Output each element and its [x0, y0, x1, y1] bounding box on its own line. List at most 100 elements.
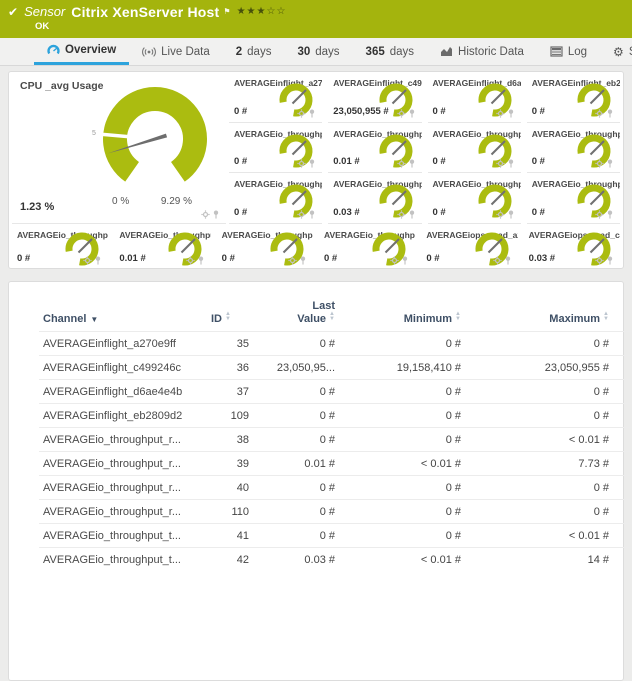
- tile-gear-icon[interactable]: [297, 210, 306, 219]
- cell-channel: AVERAGEio_throughput_t...: [39, 523, 207, 548]
- tab-overview[interactable]: Overview: [34, 38, 130, 65]
- column-header-minimum[interactable]: Minimum ▲ ▼: [403, 311, 461, 325]
- tile-pin-icon[interactable]: [308, 210, 316, 219]
- tile-pin-icon[interactable]: [308, 159, 316, 168]
- gauge-tile[interactable]: AVERAGEio_throughput_read... 0.01 #: [328, 123, 422, 174]
- tile-gear-icon[interactable]: [297, 108, 306, 118]
- channel-settings-button[interactable]: [613, 427, 632, 452]
- gauge-tile-title: AVERAGEio_throughput_total...: [333, 179, 421, 190]
- channel-settings-button[interactable]: [613, 547, 632, 571]
- channel-settings-button[interactable]: [613, 379, 632, 404]
- tile-pin-icon[interactable]: [606, 109, 614, 118]
- priority-stars[interactable]: ★★★☆☆: [236, 6, 287, 17]
- gauge-tile[interactable]: AVERAGEio_throughput_total... 0 #: [229, 173, 323, 224]
- tab-30-days[interactable]: 30 days: [297, 45, 340, 58]
- channel-settings-button[interactable]: [613, 475, 632, 500]
- gauge-tile[interactable]: AVERAGEio_throughput_write... 0 #: [12, 224, 108, 268]
- tile-gear-icon[interactable]: [186, 256, 195, 265]
- tile-pin-icon[interactable]: [507, 210, 515, 219]
- tile-gear-icon[interactable]: [496, 108, 505, 118]
- tile-gear-icon[interactable]: [496, 210, 505, 219]
- gauge-tile[interactable]: AVERAGEio_throughput_write... 0 #: [217, 224, 313, 268]
- tab-historic-data[interactable]: Historic Data: [427, 38, 537, 65]
- gauge-tile[interactable]: AVERAGEio_throughput_write... 0 #: [319, 224, 415, 268]
- channel-settings-button[interactable]: [613, 331, 632, 356]
- gauge-tile[interactable]: AVERAGEinflight_c499246c 23,050,955 #: [328, 72, 422, 123]
- gauge-tile[interactable]: AVERAGEio_throughput_total... 0 #: [427, 173, 521, 224]
- tile-pin-icon[interactable]: [94, 256, 102, 265]
- tile-gear-icon[interactable]: [493, 256, 502, 265]
- tile-gear-icon[interactable]: [595, 108, 604, 118]
- table-row: AVERAGEinflight_c499246c 36 23,050,95...…: [39, 355, 632, 380]
- tile-pin-icon[interactable]: [308, 109, 316, 118]
- tab-365-days[interactable]: 365 days: [365, 45, 415, 58]
- gauge-tile-value: 0.03 #: [333, 206, 360, 218]
- tile-pin-icon[interactable]: [408, 210, 416, 219]
- gauge-tile[interactable]: AVERAGEiops_read_a270e9ff 0 #: [421, 224, 518, 268]
- tile-gear-icon[interactable]: [390, 256, 399, 265]
- tile-gear-icon[interactable]: [595, 159, 604, 168]
- channel-settings-button[interactable]: [613, 355, 632, 380]
- tile-pin-icon[interactable]: [606, 159, 614, 168]
- column-header-last-value[interactable]: Last Value ▲ ▼: [297, 300, 335, 325]
- gauge-tile-title: AVERAGEio_throughput_total...: [531, 179, 620, 190]
- gauges-panel: CPU _avg Usage 5 1.23 % 0 % 9.29 %: [8, 71, 624, 269]
- cell-last-value: 0 #: [253, 427, 339, 452]
- cell-last-value: 0 #: [253, 475, 339, 500]
- gauge-tile[interactable]: AVERAGEinflight_eb2809d2 0 #: [526, 72, 620, 123]
- channel-settings-button[interactable]: [613, 451, 632, 476]
- tile-pin-icon[interactable]: [408, 109, 416, 118]
- gauge-tile-value: 0.01 #: [119, 253, 146, 264]
- tile-gear-icon[interactable]: [595, 256, 604, 265]
- tile-gear-icon[interactable]: [288, 256, 297, 265]
- cell-channel: AVERAGEinflight_d6ae4e4b: [39, 379, 207, 404]
- tile-pin-icon[interactable]: [212, 210, 220, 219]
- gauge-tile[interactable]: AVERAGEio_throughput_total... 0.03 #: [328, 173, 422, 224]
- column-header-id[interactable]: ID ▲ ▼: [211, 311, 231, 325]
- gauge-tile-value: 0.03 #: [528, 253, 556, 264]
- column-header-maximum[interactable]: Maximum ▲ ▼: [549, 311, 609, 325]
- cpu-avg-usage-gauge[interactable]: CPU _avg Usage 5 1.23 % 0 % 9.29 %: [12, 72, 226, 224]
- cell-minimum: 0 #: [339, 379, 465, 404]
- tile-pin-icon[interactable]: [606, 210, 614, 219]
- gauge-tile[interactable]: AVERAGEio_throughput_read... 0 #: [427, 123, 521, 174]
- tile-pin-icon[interactable]: [197, 256, 205, 265]
- tab-log[interactable]: Log: [537, 38, 600, 65]
- tile-pin-icon[interactable]: [299, 256, 307, 265]
- gauge-tile-value: 0 #: [426, 253, 440, 264]
- tile-gear-icon[interactable]: [396, 108, 406, 118]
- column-header-channel[interactable]: Channel ▼: [43, 313, 99, 325]
- tile-gear-icon[interactable]: [396, 210, 406, 219]
- tab-settings[interactable]: ⚙ Settings: [600, 38, 632, 65]
- tile-gear-icon[interactable]: [201, 210, 210, 219]
- tile-pin-icon[interactable]: [408, 159, 416, 168]
- tab-live-data[interactable]: Live Data: [129, 38, 223, 65]
- flag-icon[interactable]: ⚑: [223, 7, 231, 16]
- tile-pin-icon[interactable]: [401, 256, 409, 265]
- mini-gauge-dial: [475, 232, 509, 266]
- tile-gear-icon[interactable]: [83, 256, 92, 265]
- channel-settings-button[interactable]: [613, 523, 632, 548]
- channel-settings-button[interactable]: [613, 499, 632, 524]
- channel-settings-button[interactable]: [613, 403, 632, 428]
- tab-2-days[interactable]: 2 days: [235, 45, 272, 58]
- sensor-kind-label: Sensor: [24, 4, 66, 19]
- gauge-tile[interactable]: AVERAGEio_throughput_write... 0.01 #: [114, 224, 211, 268]
- gauge-tile[interactable]: AVERAGEiops_read_c499246c 0.03 #: [524, 224, 620, 268]
- cell-channel: AVERAGEio_throughput_r...: [39, 475, 207, 500]
- gauge-tile[interactable]: AVERAGEinflight_a270e9ff 0 #: [229, 72, 323, 123]
- tile-pin-icon[interactable]: [507, 159, 515, 168]
- tile-gear-icon[interactable]: [496, 159, 505, 168]
- tile-gear-icon[interactable]: [396, 159, 406, 168]
- tile-gear-icon[interactable]: [595, 210, 604, 219]
- gauge-tile[interactable]: AVERAGEio_throughput_total... 0 #: [526, 173, 620, 224]
- tile-pin-icon[interactable]: [606, 256, 614, 265]
- gauge-tile[interactable]: AVERAGEinflight_d6ae4e4b 0 #: [427, 72, 521, 123]
- tile-gear-icon[interactable]: [297, 159, 306, 168]
- tile-pin-icon[interactable]: [507, 109, 515, 118]
- gauge-tile[interactable]: AVERAGEio_throughput_read... 0 #: [526, 123, 620, 174]
- tile-pin-icon[interactable]: [504, 256, 512, 265]
- gauge-tile[interactable]: AVERAGEio_throughput_read... 0 #: [229, 123, 323, 174]
- settings-gear-icon: ⚙: [613, 44, 624, 59]
- cell-maximum: 0 #: [465, 379, 613, 404]
